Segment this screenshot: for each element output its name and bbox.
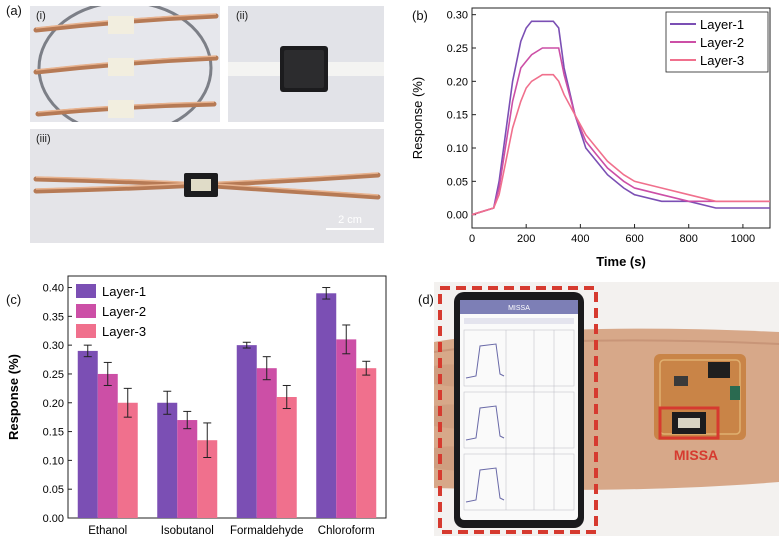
photo-sensor-hoop-drawing [33, 6, 219, 122]
y-tick-label: 0.25 [43, 369, 64, 381]
device-label: MISSA [674, 447, 718, 463]
y-tick-label: 0.05 [447, 176, 468, 188]
y-tick-label: 0.15 [43, 427, 64, 439]
y-tick-label: 0.30 [447, 10, 468, 22]
legend-swatch [76, 324, 96, 338]
y-tick-label: 0.15 [447, 110, 468, 122]
sub-label-ii: (ii) [236, 10, 249, 22]
legend-label: Layer-1 [700, 17, 744, 32]
legend-label: Layer-2 [102, 304, 146, 319]
photo-sensor-closeup: (ii) [228, 6, 384, 122]
legend-swatch [76, 304, 96, 318]
bar-layer-3 [276, 397, 297, 518]
y-tick-label: 0.35 [43, 311, 64, 323]
panel-label-b: (b) [412, 8, 428, 23]
photo-wrist-device: MISSA MISSA [434, 282, 779, 536]
x-tick-label: 600 [625, 233, 643, 245]
photo-sensor-hoop: (i) [30, 6, 220, 122]
bar-layer-2 [97, 373, 118, 518]
x-tick-label: Isobutanol [161, 525, 214, 537]
x-tick-label: 800 [680, 233, 698, 245]
legend-label: Layer-3 [102, 324, 146, 339]
panel-label-c: (c) [6, 292, 22, 307]
x-tick-label: 1000 [731, 233, 755, 245]
panel-label-a: (a) [6, 3, 22, 18]
bar-layer-3 [197, 440, 218, 518]
y-axis-title: Response (%) [410, 77, 425, 159]
x-tick-label: Chloroform [318, 525, 375, 537]
panel-label-d: (d) [418, 292, 434, 307]
photo-sensor-full-length-drawing: 2 cm [33, 172, 381, 230]
legend-swatch [76, 284, 96, 298]
bar-layer-1 [316, 293, 337, 518]
legend-label: Layer-1 [102, 284, 146, 299]
y-tick-label: 0.30 [43, 340, 64, 352]
sub-label-iii: (iii) [36, 133, 51, 145]
y-tick-label: 0.10 [43, 455, 64, 467]
y-tick-label: 0.40 [43, 283, 64, 295]
photo-sensor-closeup-drawing [228, 46, 384, 92]
phone-app-title: MISSA [508, 305, 530, 312]
y-tick-label: 0.00 [43, 513, 64, 525]
y-tick-label: 0.20 [43, 398, 64, 410]
x-tick-label: Formaldehyde [230, 525, 304, 537]
series-line-layer-3 [471, 73, 770, 216]
bar-layer-2 [256, 368, 277, 518]
plot-frame [67, 275, 387, 519]
y-tick-label: 0.25 [447, 43, 468, 55]
bar-layer-3 [117, 402, 138, 518]
photo-wrist-device-drawing: MISSA MISSA [434, 286, 779, 534]
bar-layer-1 [236, 345, 257, 518]
photo-sensor-full-length: 2 cm (iii) [30, 129, 384, 243]
sub-label-i: (i) [36, 10, 46, 22]
scale-bar-label: 2 cm [338, 214, 362, 226]
x-tick-label: Ethanol [88, 525, 127, 537]
bar-layer-1 [157, 402, 178, 518]
y-axis-title: Response (%) [6, 354, 21, 440]
chart-gas-response-bars: 0.00 0.05 0.10 0.15 0.20 0.25 0.30 0.35 0.40 Resp… [6, 275, 387, 537]
x-tick-label: 400 [571, 233, 589, 245]
bar-layer-2 [177, 420, 198, 518]
x-tick-label: 0 [469, 233, 475, 245]
y-tick-label: 0.20 [447, 76, 468, 88]
x-axis-title: Time (s) [596, 254, 646, 269]
series-line-layer-1 [471, 20, 770, 216]
legend-label: Layer-2 [700, 35, 744, 50]
bar-layer-1 [77, 350, 98, 518]
bar-layer-2 [336, 339, 357, 518]
bar-layer-3 [356, 368, 377, 518]
plot-frame [471, 7, 771, 229]
chart-time-response: 0.00 0.05 0.10 0.15 0.20 0.25 0.30 0 200 400 600 80… [410, 7, 771, 269]
y-tick-label: 0.00 [447, 210, 468, 222]
y-tick-label: 0.10 [447, 143, 468, 155]
legend-label: Layer-3 [700, 53, 744, 68]
y-tick-label: 0.05 [43, 484, 64, 496]
x-tick-label: 200 [517, 233, 535, 245]
series-line-layer-2 [471, 47, 770, 216]
